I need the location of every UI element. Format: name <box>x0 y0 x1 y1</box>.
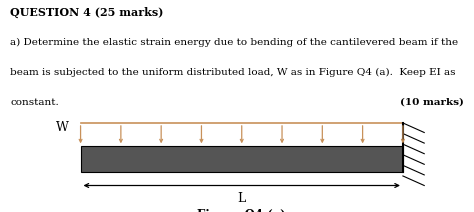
Text: QUESTION 4 (25 marks): QUESTION 4 (25 marks) <box>10 6 164 18</box>
Text: constant.: constant. <box>10 98 59 106</box>
Text: a) Determine the elastic strain energy due to bending of the cantilevered beam i: a) Determine the elastic strain energy d… <box>10 38 458 47</box>
Text: L: L <box>237 192 246 205</box>
Text: Figure Q4 (a): Figure Q4 (a) <box>197 209 286 212</box>
Bar <box>81 146 403 172</box>
Text: beam is subjected to the uniform distributed load, W as in Figure Q4 (a).  Keep : beam is subjected to the uniform distrib… <box>10 68 456 77</box>
Text: W: W <box>56 121 69 134</box>
Text: (10 marks): (10 marks) <box>400 98 464 106</box>
